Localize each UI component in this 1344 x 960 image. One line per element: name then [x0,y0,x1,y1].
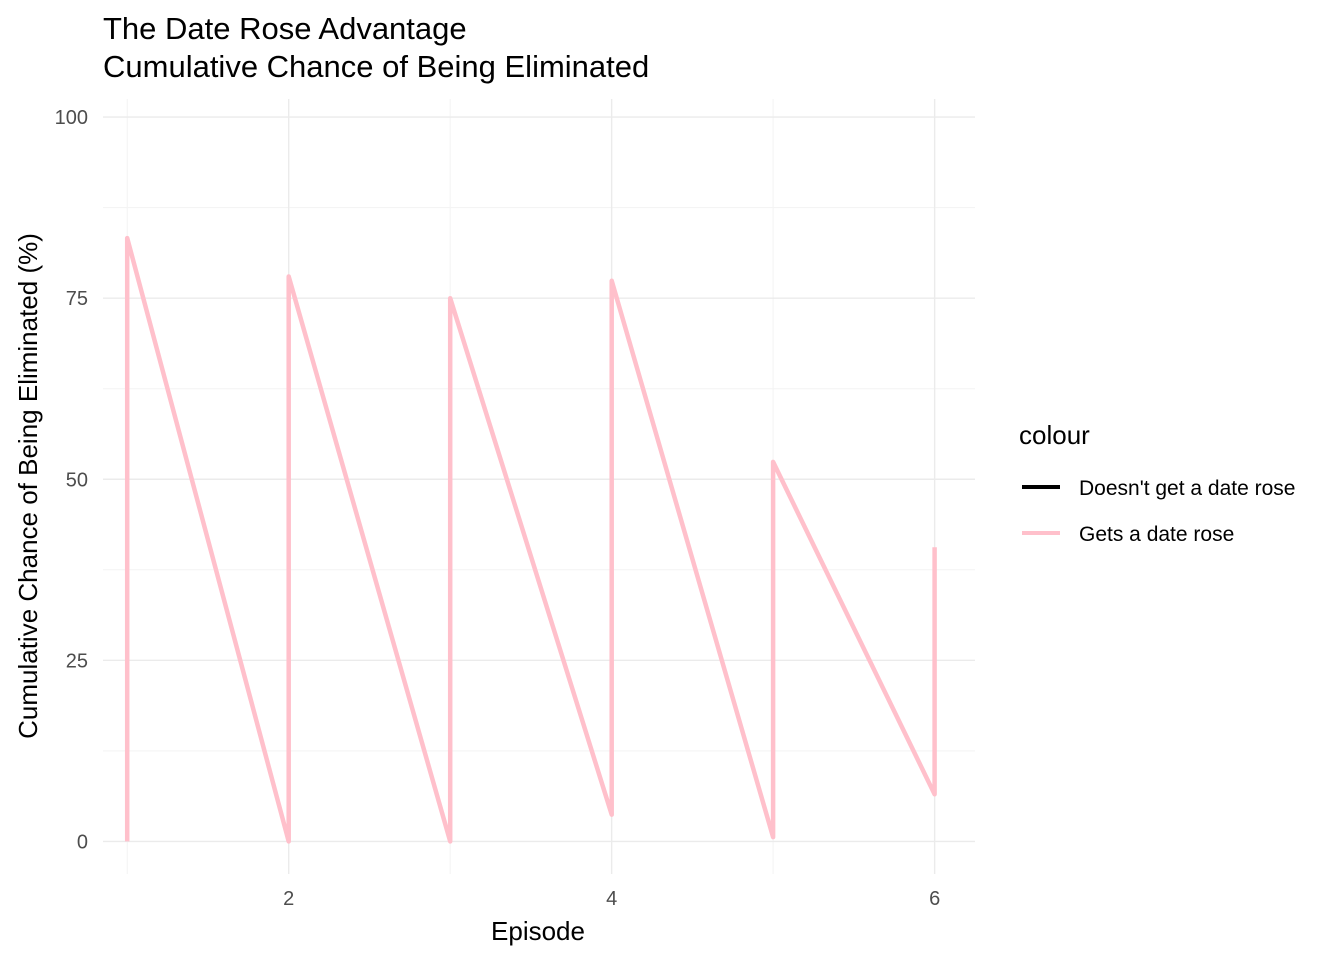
y-tick-label: 100 [55,107,88,129]
y-tick-label: 25 [66,650,88,672]
x-tick-label: 2 [283,888,294,910]
tick-labels: 0 25 50 75 100 2 4 6 [55,107,941,910]
y-tick-label: 75 [66,288,88,310]
chart-title: The Date Rose Advantage [103,11,467,46]
legend-label-no-date-rose: Doesn't get a date rose [1079,477,1295,500]
x-axis-title: Episode [491,916,585,946]
y-axis-title: Cumulative Chance of Being Eliminated (%… [13,233,43,739]
y-tick-label: 50 [66,469,88,491]
y-tick-label: 0 [77,831,88,853]
legend-label-date-rose: Gets a date rose [1079,523,1234,546]
x-tick-label: 6 [929,888,940,910]
legend-title: colour [1019,420,1090,450]
grid-minor [103,99,975,874]
grid-major [103,99,975,874]
x-tick-label: 4 [606,888,617,910]
series-layer [124,235,937,844]
chart-subtitle: Cumulative Chance of Being Eliminated [103,49,650,84]
legend: colour Doesn't get a date rose Gets a da… [1019,420,1295,546]
series-line-gets-date-rose [124,235,937,844]
